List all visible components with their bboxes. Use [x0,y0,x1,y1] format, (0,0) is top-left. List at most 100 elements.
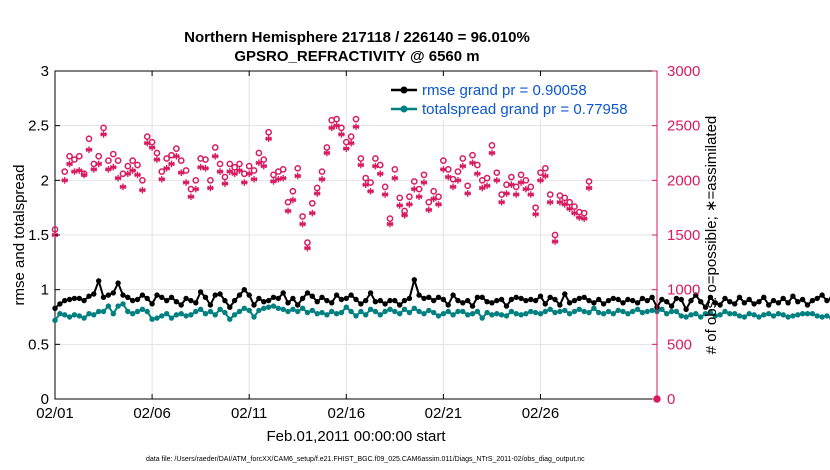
rmse-point-134 [702,304,709,310]
rmse-point-96 [518,295,524,302]
obs-possible-point-49 [294,164,302,172]
rmse-point-158 [819,292,825,298]
obs-assimilated-point-31 [207,184,214,192]
rmse-point-74 [411,277,417,283]
obs-assimilated-point-40 [250,175,258,183]
rmse-point-58 [333,292,340,298]
rmse-point-13 [115,280,121,286]
rmse-point-68 [382,301,388,307]
obs-possible-point-98 [532,204,539,212]
totalspread-point-55 [319,309,325,316]
totalspread-point-105 [562,307,568,314]
obs-assimilated-point-101 [546,198,554,206]
totalspread-point-74 [411,305,417,311]
obs-assimilated-point-49 [294,172,302,180]
rmse-point-152 [790,293,796,299]
rmse-point-139 [727,299,733,305]
left-y-tick-label-6: 3 [41,63,49,80]
obs-possible-point-70 [396,194,404,202]
rmse-point-24 [168,294,175,300]
totalspread-point-45 [270,303,277,309]
rmse-point-3 [66,296,73,303]
obs-possible-point-15 [129,157,137,165]
totalspread-point-26 [178,311,184,317]
legend-rmse-marker [400,86,408,94]
obs-possible-point-24 [173,145,180,152]
totalspread-point-123 [649,307,655,314]
obs-possible-point-77 [430,187,438,195]
totalspread-point-93 [503,313,510,319]
totalspread-point-42 [256,307,262,314]
rmse-point-130 [683,306,689,312]
obs-possible-point-93 [508,173,515,181]
totalspread-point-135 [707,309,714,316]
totalspread-point-90 [489,312,495,318]
rmse-point-92 [498,296,505,303]
chart-title-line2: GPSRO_REFRACTIVITY @ 6560 m [234,48,479,65]
obs-possible-point-11 [109,150,117,158]
totalspread-point-81 [445,308,451,315]
obs-count-series [51,115,661,403]
totalspread-point-115 [610,311,616,317]
totalspread-point-73 [406,309,413,316]
obs-possible-point-18 [143,133,151,140]
obs-possible-point-10 [105,157,112,165]
obs-assimilated-point-92 [503,190,510,197]
rmse-point-80 [440,296,447,303]
rmse-point-43 [261,299,267,305]
totalspread-point-147 [766,311,772,317]
totalspread-point-21 [154,315,160,321]
obs-assimilated-point-94 [512,191,520,198]
totalspread-point-41 [251,314,257,320]
totalspread-point-144 [751,312,757,318]
obs-possible-point-36 [231,163,238,171]
totalspread-point-98 [528,308,534,315]
obs-possible-point-88 [483,174,491,182]
totalspread-point-143 [746,311,752,317]
obs-assimilated-point-69 [391,174,399,182]
totalspread-point-16 [130,311,136,317]
x-tick-label-1: 02/06 [133,405,171,422]
totalspread-point-59 [338,309,345,316]
totalspread-point-104 [557,308,563,315]
rmse-point-91 [494,297,500,304]
obs-assimilated-point-21 [158,175,166,183]
totalspread-point-14 [120,301,126,307]
rmse-point-98 [528,296,534,303]
obs-assimilated-point-37 [236,167,243,174]
obs-possible-point-65 [372,155,379,162]
rmse-point-19 [144,295,150,302]
totalspread-point-27 [183,313,189,319]
rmse-point-86 [469,303,476,309]
left-y-axis-label: rmse and totalspread [11,165,28,306]
rmse-point-17 [134,296,141,303]
obs-assimilated-point-74 [415,193,423,201]
obs-possible-point-26 [182,167,190,174]
left-y-tick-label-1: 0.5 [28,336,49,353]
totalspread-point-87 [474,308,481,315]
obs-possible-point-99 [537,169,544,177]
obs-assimilated-point-51 [304,244,311,252]
totalspread-point-149 [775,311,782,317]
totalspread-point-91 [494,311,500,317]
rmse-point-2 [61,297,68,304]
obs-assimilated-point-23 [168,160,175,168]
totalspread-point-9 [96,308,102,315]
totalspread-point-60 [343,304,349,310]
obs-assimilated-point-64 [367,187,374,195]
rmse-point-11 [105,292,112,298]
obs-assimilated-point-26 [182,179,190,186]
totalspread-point-63 [358,308,364,315]
rmse-point-151 [785,300,791,306]
rmse-point-35 [222,297,228,304]
obs-assimilated-point-47 [284,207,292,215]
obs-possible-point-1 [61,168,69,175]
rmse-point-16 [130,297,136,304]
obs-assimilated-point-13 [119,183,127,191]
totalspread-point-12 [110,311,117,317]
totalspread-point-122 [644,308,650,315]
obs-assimilated-point-97 [527,191,535,198]
obs-assimilated-point-12 [114,174,122,182]
totalspread-point-10 [100,308,107,315]
